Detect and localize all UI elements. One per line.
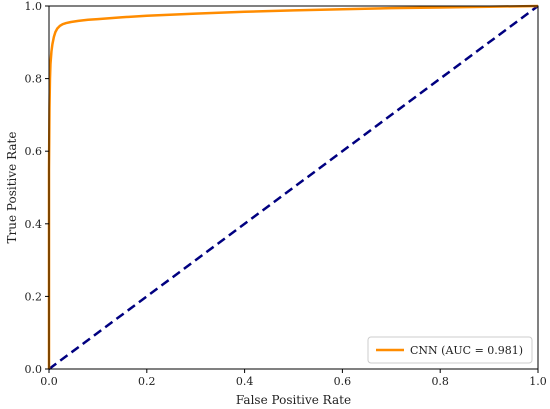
x-tick-label: 0.8 [431, 375, 449, 388]
y-tick-label: 1.0 [25, 0, 43, 13]
y-axis-label: True Positive Rate [5, 132, 19, 244]
y-tick-label: 0.2 [25, 290, 43, 303]
x-tick-label: 0.0 [40, 375, 58, 388]
x-tick-label: 0.2 [138, 375, 156, 388]
y-axis: 0.0 0.2 0.4 0.6 0.8 1.0 [25, 0, 49, 376]
x-axis: 0.0 0.2 0.4 0.6 0.8 1.0 [40, 369, 547, 388]
chance-diagonal-line [48, 4, 539, 371]
y-tick-label: 0.6 [25, 145, 43, 158]
y-tick-label: 0.4 [25, 218, 43, 231]
y-tick-label: 0.8 [25, 73, 43, 86]
x-tick-label: 1.0 [529, 375, 547, 388]
legend: CNN (AUC = 0.981) [367, 336, 533, 364]
x-tick-label: 0.4 [236, 375, 254, 388]
x-axis-label: False Positive Rate [236, 393, 351, 407]
legend-box [367, 336, 533, 364]
cnn-roc-curve [47, 4, 539, 369]
plot-area [47, 4, 539, 371]
y-tick-label: 0.0 [25, 363, 43, 376]
axes-frame [48, 5, 539, 370]
x-tick-label: 0.6 [334, 375, 352, 388]
legend-entry-cnn: CNN (AUC = 0.981) [410, 344, 523, 357]
